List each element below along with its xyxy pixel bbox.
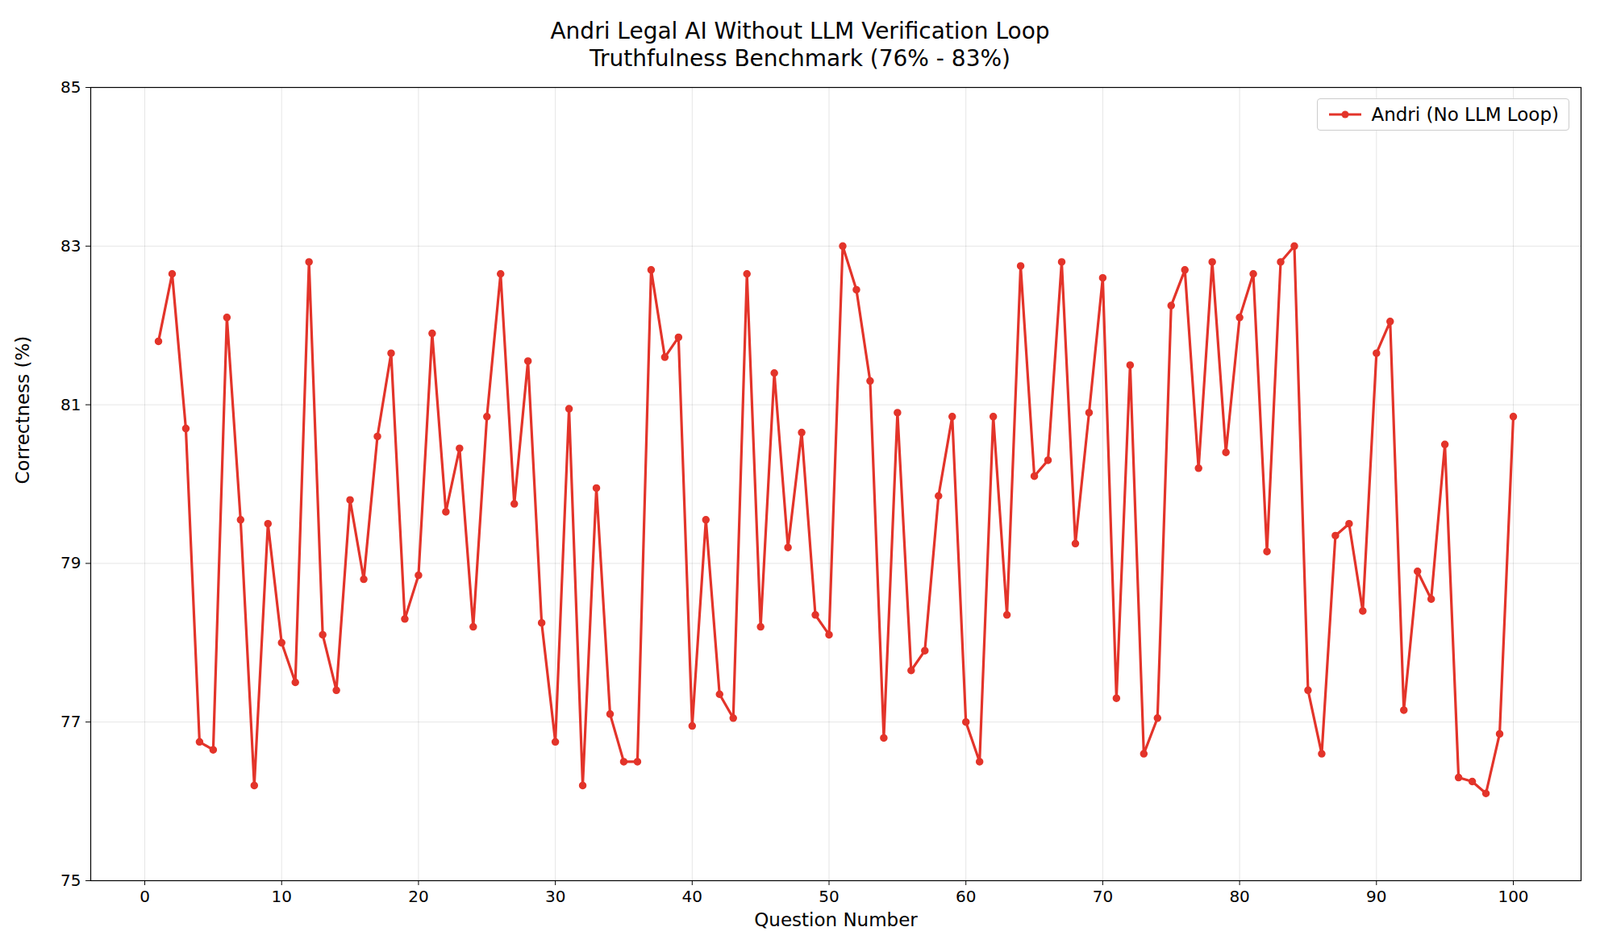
svg-text:30: 30 xyxy=(545,887,566,907)
svg-text:Correctness (%): Correctness (%) xyxy=(12,336,34,485)
svg-text:75: 75 xyxy=(60,870,81,891)
svg-text:80: 80 xyxy=(1229,887,1250,907)
svg-text:20: 20 xyxy=(408,887,429,907)
svg-text:85: 85 xyxy=(60,77,81,97)
html-text:Andri (No LLM Loop): Andri (No LLM Loop) xyxy=(1371,104,1559,125)
svg-text:60: 60 xyxy=(955,887,976,907)
svg-text:90: 90 xyxy=(1366,887,1387,907)
svg-text:10: 10 xyxy=(271,887,292,907)
svg-text:50: 50 xyxy=(818,887,839,907)
html-text:Truthfulness Benchmark (76% -: Truthfulness Benchmark (76% - 83%) xyxy=(589,45,1011,72)
svg-text:77: 77 xyxy=(60,712,81,732)
svg-text:70: 70 xyxy=(1092,887,1113,907)
svg-text:0: 0 xyxy=(139,887,150,907)
svg-text:100: 100 xyxy=(1497,887,1529,907)
svg-text:Question Number: Question Number xyxy=(754,909,918,931)
svg-text:83: 83 xyxy=(60,236,81,256)
html-text:Andri Legal AI Without LLM Ver: Andri Legal AI Without LLM Verification … xyxy=(550,17,1050,45)
svg-text:81: 81 xyxy=(60,395,81,415)
svg-text:40: 40 xyxy=(682,887,703,907)
svg-text:79: 79 xyxy=(60,553,81,573)
